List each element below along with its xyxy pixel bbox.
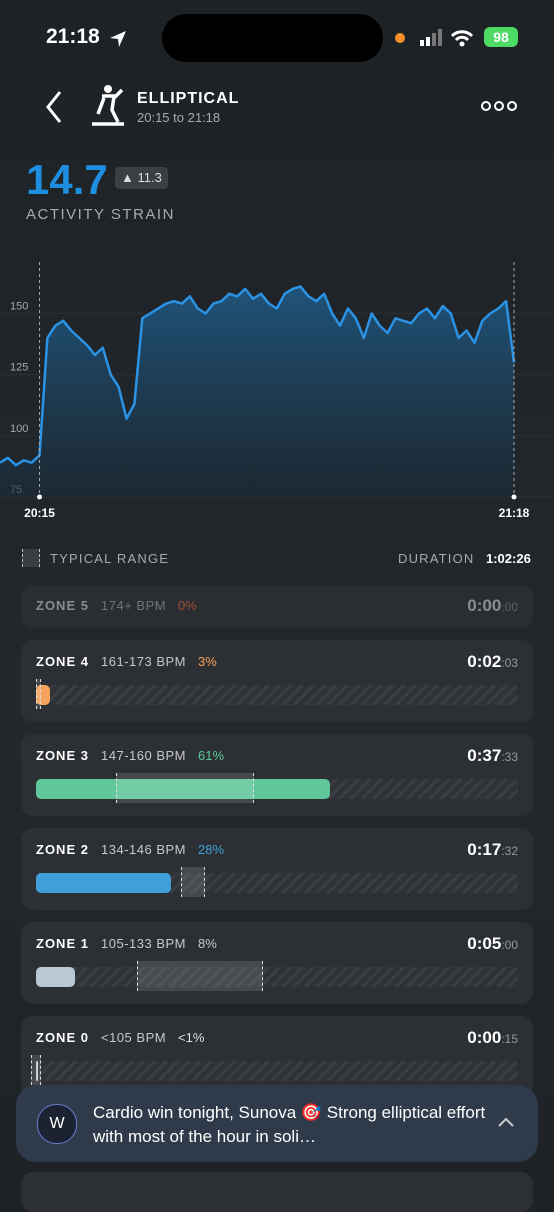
- zone-bpm: 147-160 BPM: [101, 748, 186, 763]
- zone-duration-seconds: :00: [501, 600, 518, 614]
- zone-track: [36, 679, 518, 709]
- zone-bpm: 134-146 BPM: [101, 842, 186, 857]
- battery: 98: [484, 27, 518, 47]
- y-tick-label: 100: [10, 423, 28, 435]
- zone-track: [36, 773, 518, 803]
- zone-track: [36, 867, 518, 897]
- hr-area: [0, 286, 514, 497]
- zone-name: ZONE 5: [36, 598, 89, 613]
- x-tick-dot: [511, 494, 517, 500]
- dynamic-island: [162, 14, 383, 62]
- zone-bar: [36, 1061, 39, 1081]
- zone-name: ZONE 3: [36, 748, 89, 763]
- zone-duration: 0:00:15: [467, 1028, 518, 1047]
- zone-duration: 0:37:33: [467, 746, 518, 765]
- zone-bpm: 105-133 BPM: [101, 936, 186, 951]
- elliptical-icon: [92, 85, 124, 126]
- x-tick-label: 20:15: [24, 506, 55, 520]
- hr-line: [0, 285, 516, 467]
- zone-duration: 0:00:00: [467, 596, 518, 615]
- more-button[interactable]: [480, 98, 520, 114]
- typical-range: [137, 961, 263, 991]
- strain-change: 11.3: [137, 170, 162, 185]
- zone-percent: 8%: [198, 936, 217, 951]
- zone-track: [36, 961, 518, 991]
- zone-percent: 61%: [198, 748, 225, 763]
- zone-percent: 3%: [198, 654, 217, 669]
- zone-duration: 0:02:03: [467, 652, 518, 671]
- zone-duration: 0:05:00: [467, 934, 518, 953]
- zone-duration: 0:17:32: [467, 840, 518, 859]
- activity-title: ELLIPTICAL: [137, 90, 240, 107]
- y-tick-label: 150: [10, 300, 28, 312]
- activity-time: 20:15 to 21:18: [137, 110, 221, 125]
- total-duration: 1:02:26: [486, 551, 531, 566]
- back-button[interactable]: [40, 88, 70, 128]
- y-tick-label: 125: [10, 362, 28, 374]
- x-tick-dot: [37, 494, 43, 500]
- zone-name: ZONE 4: [36, 654, 89, 669]
- strain-change-badge: ▲ 11.3: [115, 167, 168, 189]
- strain-label: ACTIVITY STRAIN: [26, 206, 175, 223]
- zone-duration-seconds: :33: [501, 750, 518, 764]
- duration-label: DURATION: [398, 551, 475, 566]
- zone-percent: 0%: [178, 598, 197, 613]
- zone-bar: [36, 779, 331, 799]
- zone-track: [31, 1055, 518, 1085]
- zone-card: ZONE 3 147-160 BPM 61% 0:37:33: [21, 734, 533, 816]
- typical-range-swatch: [22, 549, 40, 567]
- zone-duration-seconds: :32: [501, 844, 518, 858]
- collapse-chevron[interactable]: [496, 1115, 516, 1129]
- zone-bar: [36, 967, 75, 987]
- zone-name: ZONE 2: [36, 842, 89, 857]
- typical-range: [31, 1055, 41, 1085]
- coach-icon: W: [37, 1104, 77, 1144]
- zone-percent: <1%: [178, 1030, 205, 1045]
- zone-card: ZONE 0 <105 BPM <1% 0:00:15: [21, 1016, 533, 1098]
- typical-range: [36, 679, 41, 709]
- notification[interactable]: W Cardio win tonight, Sunova 🎯 Strong el…: [16, 1085, 538, 1162]
- zone-duration-seconds: :03: [501, 656, 518, 670]
- zone-bpm: 161-173 BPM: [101, 654, 186, 669]
- zone-bpm: 174+ BPM: [101, 598, 167, 613]
- notification-text: Cardio win tonight, Sunova 🎯 Strong elli…: [93, 1103, 486, 1146]
- location-icon: [110, 31, 126, 47]
- typical-range: [116, 773, 254, 803]
- zone-card: ZONE 2 134-146 BPM 28% 0:17:32: [21, 828, 533, 910]
- zone-card: ZONE 5 174+ BPM 0% 0:00:00: [21, 585, 533, 628]
- zone-name: ZONE 0: [36, 1030, 89, 1045]
- next-card: [21, 1172, 533, 1212]
- zone-percent: 28%: [198, 842, 225, 857]
- typical-range: [180, 867, 205, 897]
- status-time: 21:18: [46, 25, 100, 48]
- zone-duration-seconds: :00: [501, 938, 518, 952]
- zone-bar: [36, 685, 51, 705]
- zone-card: ZONE 1 105-133 BPM 8% 0:05:00: [21, 922, 533, 1004]
- signal-wifi: [420, 29, 474, 47]
- x-tick-label: 21:18: [499, 506, 530, 520]
- zone-bar: [36, 873, 171, 893]
- typical-range-label: TYPICAL RANGE: [50, 551, 170, 566]
- recording-dot: [395, 33, 405, 43]
- zone-bpm: <105 BPM: [101, 1030, 167, 1045]
- zone-name: ZONE 1: [36, 936, 89, 951]
- zone-duration-seconds: :15: [501, 1032, 518, 1046]
- zone-card: ZONE 4 161-173 BPM 3% 0:02:03: [21, 640, 533, 722]
- strain-value: 14.7: [26, 156, 108, 203]
